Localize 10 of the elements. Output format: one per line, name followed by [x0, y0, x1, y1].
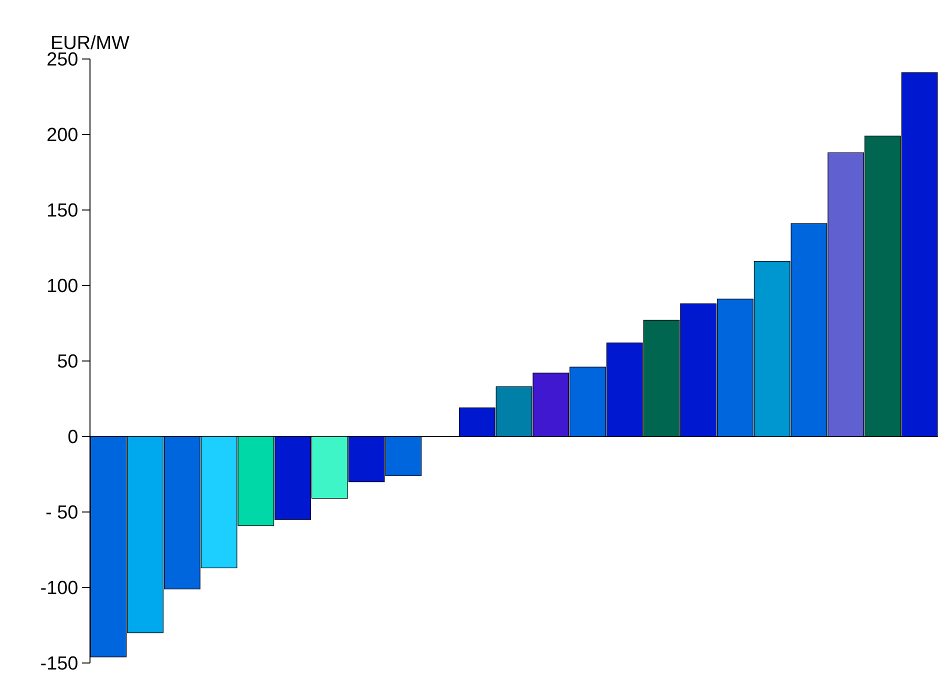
- y-axis-title: EUR/MW: [52, 35, 130, 50]
- y-tick-label: 200: [48, 128, 78, 142]
- y-tick-label: -100: [41, 580, 78, 594]
- y-tick-label: 150: [48, 203, 78, 217]
- y-tick-label: 250: [48, 52, 78, 66]
- y-tick-label: 0: [68, 430, 78, 444]
- y-tick-label: -150: [41, 656, 78, 670]
- y-tick-label: 50: [58, 354, 78, 368]
- y-tick-label: 100: [48, 278, 78, 292]
- y-tick-label: - 50: [46, 505, 78, 519]
